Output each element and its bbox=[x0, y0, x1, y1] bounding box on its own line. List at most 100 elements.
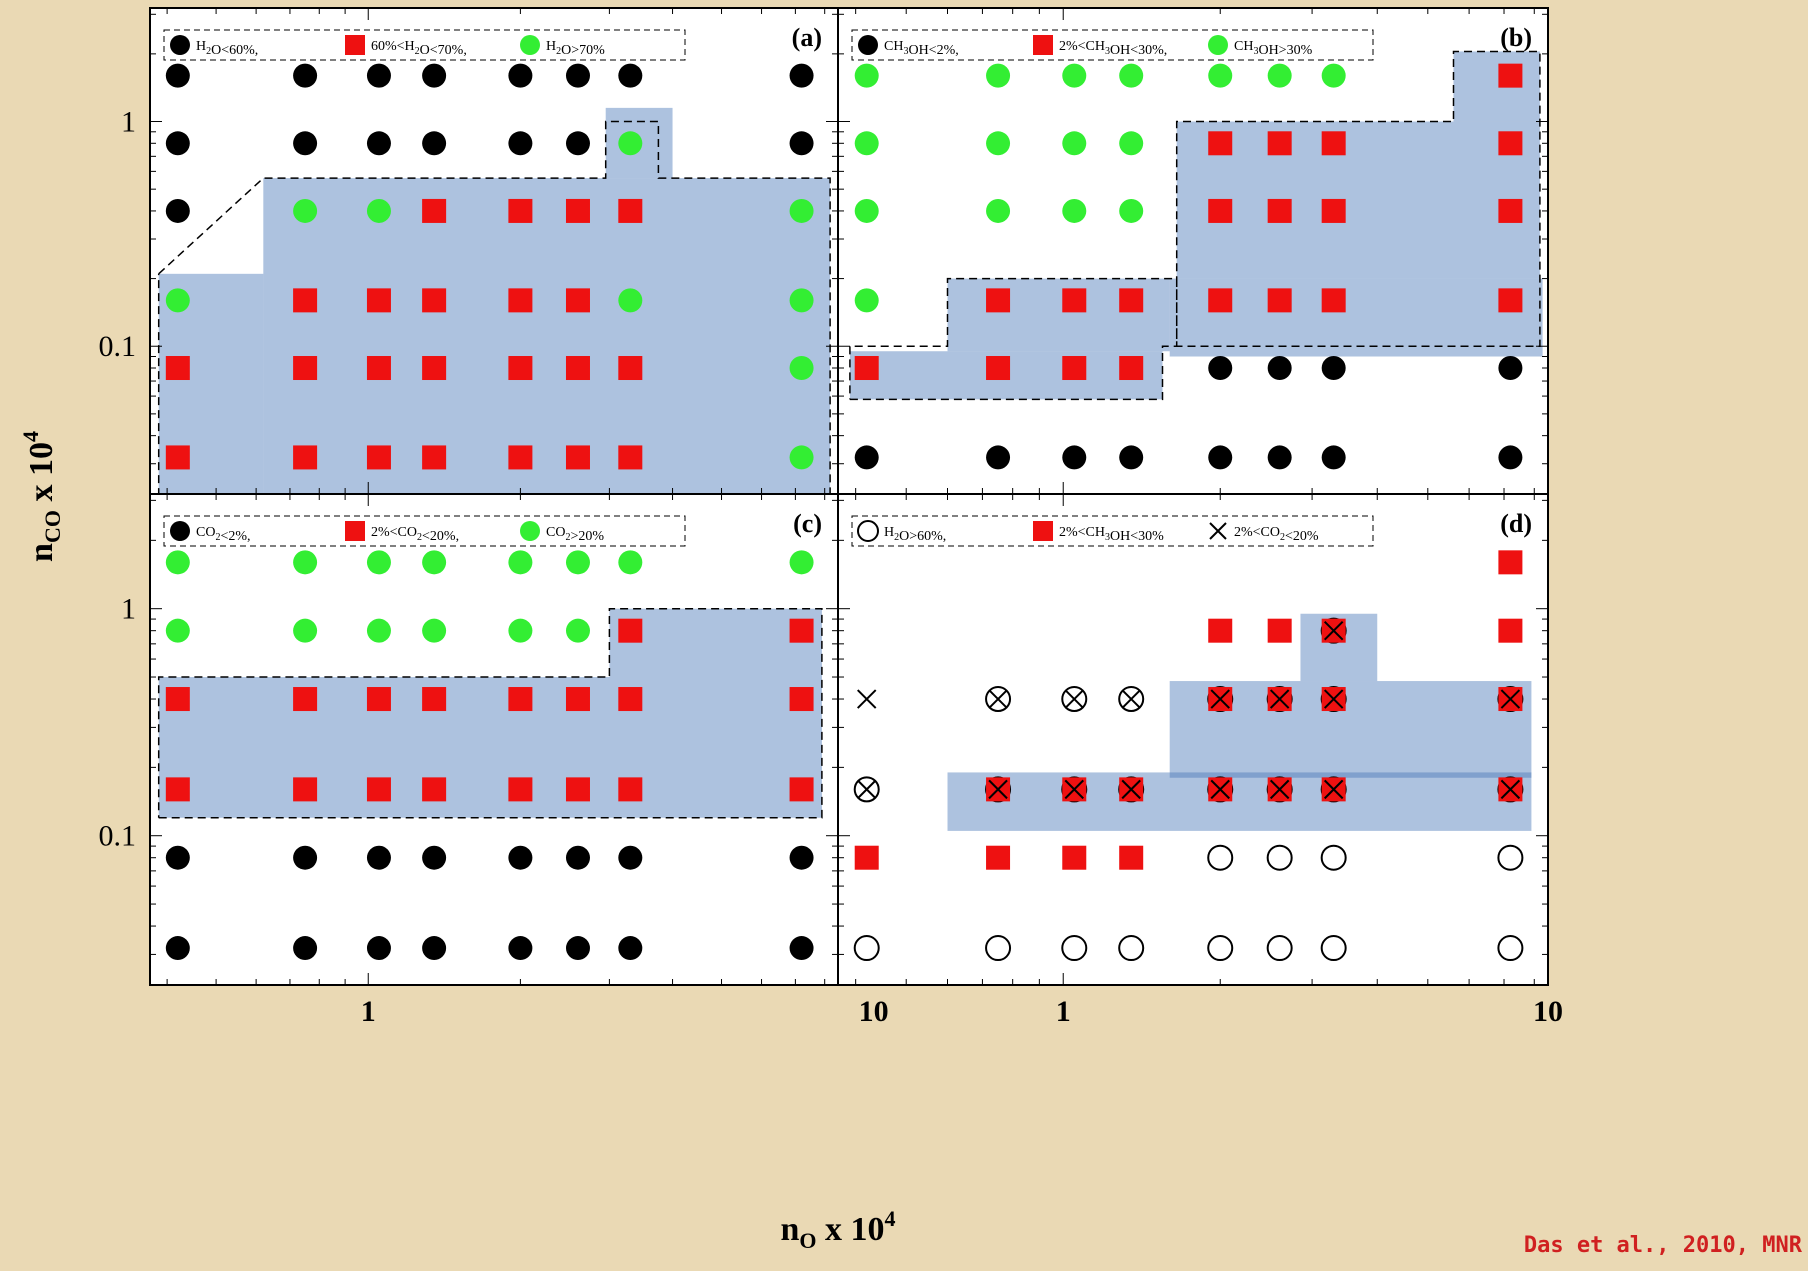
data-point-black-circle bbox=[508, 845, 533, 870]
data-point-cross bbox=[1269, 689, 1290, 709]
data-point-red-square bbox=[508, 687, 533, 712]
data-point-black-circle bbox=[508, 936, 533, 961]
legend-text-part: O>60%, bbox=[899, 529, 946, 544]
data-point-red-square bbox=[422, 687, 447, 712]
legend-marker bbox=[345, 521, 365, 541]
legend-text-part: 2%<CO bbox=[1234, 525, 1280, 540]
data-point-cross bbox=[1500, 689, 1521, 709]
citation-credit: Das et al., 2010, MNR bbox=[1523, 1233, 1802, 1258]
data-point-red-square bbox=[565, 356, 590, 381]
data-point-cross bbox=[1064, 779, 1084, 800]
x-tick-label: 10 bbox=[859, 995, 889, 1028]
data-point-red-square bbox=[1498, 288, 1523, 313]
data-point-cross bbox=[1121, 779, 1141, 800]
data-point-red-square bbox=[618, 198, 643, 223]
legend-text-part: CH bbox=[884, 39, 903, 54]
panel-label: (a) bbox=[792, 23, 822, 52]
legend-text-part: <2%, bbox=[220, 529, 250, 544]
region-outline bbox=[849, 50, 1541, 401]
legend-text-part: H bbox=[884, 525, 894, 540]
data-point-red-square bbox=[1267, 198, 1292, 223]
shaded-region bbox=[947, 772, 1532, 831]
data-point-red-square bbox=[422, 288, 447, 313]
data-point-black-circle bbox=[986, 445, 1011, 470]
legend-marker bbox=[170, 521, 190, 541]
data-point-black-circle bbox=[1321, 445, 1346, 470]
region-outline bbox=[157, 607, 823, 819]
data-point-green-circle bbox=[1062, 198, 1087, 223]
data-point-black-circle bbox=[789, 845, 814, 870]
data-point-red-square bbox=[1267, 288, 1292, 313]
legend-text-part: 60%<H bbox=[371, 39, 415, 54]
data-point-black-circle bbox=[422, 936, 447, 961]
panel-label: (b) bbox=[1500, 23, 1532, 52]
legend-text: H2O>70% bbox=[546, 39, 605, 58]
data-point-red-square bbox=[565, 445, 590, 470]
legend-text-part: OH<30%, bbox=[1110, 43, 1167, 58]
outer-frame bbox=[149, 7, 1549, 986]
legend-box bbox=[851, 515, 1374, 547]
data-point-black-circle bbox=[508, 63, 533, 88]
data-point-green-circle bbox=[1119, 131, 1144, 156]
legend-text-part: OH<2%, bbox=[908, 43, 958, 58]
legend-text-part: 2 bbox=[215, 532, 220, 543]
legend-text: H2O>60%, bbox=[884, 525, 946, 544]
data-point-cross bbox=[1323, 620, 1344, 641]
data-point-red-square bbox=[293, 777, 318, 802]
data-point-red-square bbox=[508, 198, 533, 223]
shaded-region bbox=[263, 178, 831, 494]
data-point-cross bbox=[1323, 779, 1344, 800]
data-point-red-square bbox=[366, 445, 391, 470]
data-point-black-circle bbox=[565, 63, 590, 88]
data-point-black-circle bbox=[1062, 445, 1087, 470]
data-point-green-circle bbox=[366, 618, 391, 643]
panel-label: (c) bbox=[793, 509, 822, 538]
data-point-green-circle bbox=[1062, 131, 1087, 156]
data-point-black-circle bbox=[618, 63, 643, 88]
data-point-black-circle bbox=[1208, 445, 1233, 470]
x-tick-label: 1 bbox=[361, 995, 376, 1028]
data-point-open-circle bbox=[1118, 935, 1145, 962]
axis-label-part: 4 bbox=[885, 1206, 896, 1231]
legend-marker bbox=[520, 35, 540, 55]
data-point-red-square bbox=[618, 445, 643, 470]
data-point-green-circle bbox=[1208, 63, 1233, 88]
data-point-black-circle bbox=[366, 845, 391, 870]
data-point-black-circle bbox=[165, 936, 190, 961]
data-point-red-square bbox=[1208, 618, 1233, 643]
data-point-green-circle bbox=[1321, 63, 1346, 88]
data-point-green-circle bbox=[422, 550, 447, 575]
panel-2: (b)CH3OH<2%, 2%<CH3OH<30%, CH3OH>30% bbox=[838, 8, 1548, 494]
data-point-cross bbox=[1210, 689, 1230, 709]
legend-text-part: CO bbox=[196, 525, 215, 540]
data-point-green-circle bbox=[789, 445, 814, 470]
data-point-black-circle bbox=[565, 936, 590, 961]
data-point-open-circle bbox=[1266, 935, 1293, 962]
data-point-red-square bbox=[1208, 288, 1233, 313]
data-point-red-square bbox=[1498, 618, 1523, 643]
legend-text-part: 2 bbox=[206, 46, 211, 57]
legend-text-part: 3 bbox=[1253, 46, 1258, 57]
legend-text-part: 3 bbox=[1105, 532, 1110, 543]
data-point-black-circle bbox=[565, 131, 590, 156]
legend-text-part: H bbox=[546, 39, 556, 54]
data-point-red-square bbox=[293, 687, 318, 712]
legend-marker bbox=[1033, 35, 1053, 55]
data-point-red-square bbox=[508, 288, 533, 313]
legend-text-part: H bbox=[196, 39, 206, 54]
legend-box bbox=[163, 515, 686, 547]
data-point-cross bbox=[988, 779, 1008, 800]
x-tick-label: 1 bbox=[1056, 995, 1071, 1028]
data-point-red-square bbox=[618, 618, 643, 643]
data-point-red-square bbox=[1321, 288, 1346, 313]
axis-label-part: O bbox=[799, 1228, 816, 1253]
legend-marker bbox=[1209, 522, 1227, 540]
legend-marker bbox=[170, 35, 190, 55]
legend-text-part: 2 bbox=[565, 532, 570, 543]
data-point-red-square bbox=[789, 777, 814, 802]
data-point-green-circle bbox=[854, 288, 879, 313]
y-tick-label: 1 bbox=[121, 106, 136, 139]
data-point-red-square bbox=[293, 356, 318, 381]
